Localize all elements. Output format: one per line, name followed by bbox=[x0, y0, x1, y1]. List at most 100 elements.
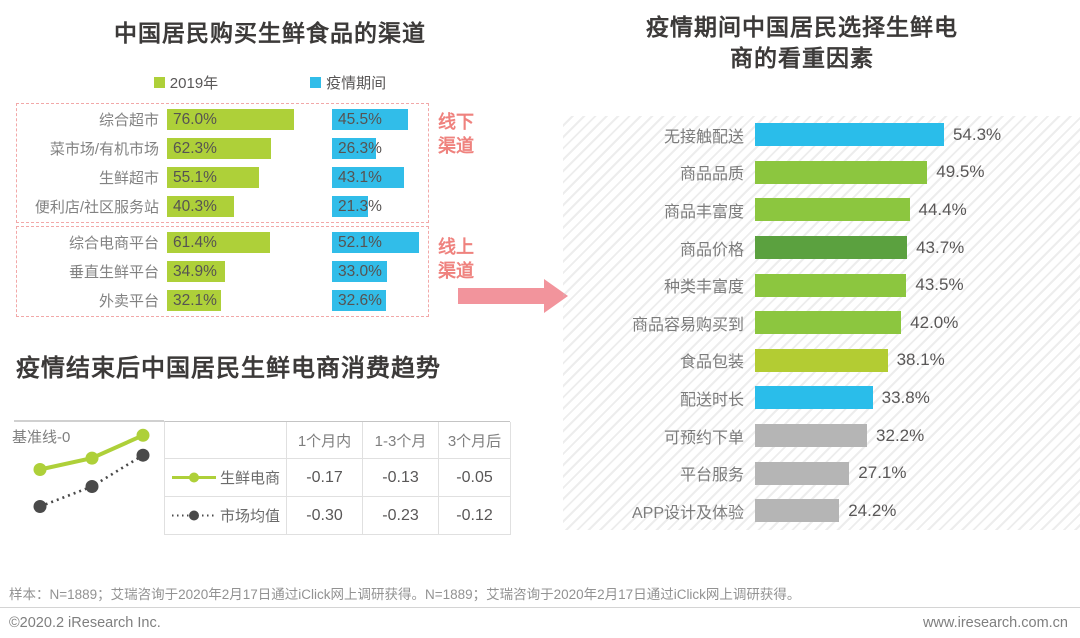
bar-2019 bbox=[167, 138, 272, 159]
channel-row: 垂直生鲜平台 34.9% 33.0% bbox=[17, 257, 428, 286]
bar-zone-covid: 26.3% bbox=[332, 138, 428, 159]
trend-series-group bbox=[33, 428, 150, 513]
factor-value: 27.1% bbox=[858, 463, 907, 483]
bar-2019-value: 40.3% bbox=[173, 198, 217, 215]
purchase-channels-chart: 综合超市 76.0% 45.5% 菜市场/有机市场 62.3% 26.3% 生鲜超市 55.1… bbox=[16, 103, 429, 320]
online-channels-group: 综合电商平台 61.4% 52.1% 垂直生鲜平台 34.9% 33.0% 外卖平台 32.1… bbox=[16, 226, 429, 317]
website-text: www.iresearch.com.cn bbox=[922, 615, 1068, 631]
factor-label: 平台服务 bbox=[679, 467, 744, 485]
factor-value: 33.8% bbox=[881, 387, 930, 407]
arrow-right-icon bbox=[458, 279, 568, 313]
bar-covid bbox=[332, 167, 404, 188]
purchase-channels-title: 中国居民购买生鲜食品的渠道 bbox=[114, 20, 426, 46]
channel-label: 菜市场/有机市场 bbox=[49, 141, 159, 158]
factor-label: 无接触配送 bbox=[663, 128, 744, 146]
channel-label: 综合超市 bbox=[98, 112, 159, 129]
factor-bar bbox=[755, 273, 907, 297]
table-header-cell: 1个月内 bbox=[287, 422, 363, 459]
factor-bar bbox=[755, 198, 910, 222]
factor-value: 43.7% bbox=[916, 237, 965, 257]
channel-row: 外卖平台 32.1% 32.6% bbox=[17, 286, 428, 315]
trend-line-chart: 基准线-0 bbox=[12, 420, 164, 513]
channel-row: 综合超市 76.0% 45.5% bbox=[17, 105, 428, 134]
factor-row: 无接触配送 54.3% bbox=[563, 116, 1080, 154]
factor-row: 商品容易购买到 42.0% bbox=[563, 304, 1080, 342]
bar-covid-value: 33.0% bbox=[338, 263, 382, 280]
channel-row: 生鲜超市 55.1% 43.1% bbox=[17, 163, 428, 192]
trend-data-point bbox=[136, 428, 150, 442]
legend-swatch-2019-icon bbox=[153, 77, 165, 88]
offline-channels-label: 线下渠道 bbox=[438, 112, 474, 157]
table-value-cell: -0.05 bbox=[439, 459, 511, 497]
bar-2019-value: 61.4% bbox=[173, 234, 217, 251]
factor-label: 商品品质 bbox=[679, 166, 744, 184]
trend-data-point bbox=[33, 500, 47, 513]
dotted-line-marker-icon bbox=[171, 510, 216, 521]
purchase-channels-legend: 2019年 疫情期间 bbox=[0, 72, 540, 93]
factor-bar bbox=[755, 386, 873, 410]
factor-row: 商品丰富度 44.4% bbox=[563, 191, 1080, 229]
bar-covid bbox=[332, 109, 408, 130]
channel-label: 外卖平台 bbox=[98, 293, 159, 310]
bar-zone-covid: 45.5% bbox=[332, 109, 428, 130]
bar-covid-value: 26.3% bbox=[338, 140, 382, 157]
bar-covid-value: 45.5% bbox=[338, 111, 382, 128]
factor-label: 商品丰富度 bbox=[663, 203, 744, 221]
table-corner-cell bbox=[165, 422, 287, 459]
sample-note: 样本：N=1889；艾瑞咨询于2020年2月17日通过iClick网上调研获得。… bbox=[9, 587, 801, 602]
bar-zone-2019: 76.0% bbox=[167, 109, 332, 130]
bar-zone-2019: 62.3% bbox=[167, 138, 332, 159]
table-value-cell: -0.12 bbox=[439, 497, 511, 535]
factor-value: 24.2% bbox=[848, 500, 897, 520]
bar-2019 bbox=[167, 232, 270, 253]
solid-line-marker-icon bbox=[171, 472, 216, 483]
bar-zone-covid: 52.1% bbox=[332, 232, 428, 253]
factor-value: 42.0% bbox=[910, 312, 959, 332]
bar-2019 bbox=[167, 290, 221, 311]
table-value-cell: -0.30 bbox=[287, 497, 363, 535]
arrow-shaft bbox=[458, 288, 544, 304]
bar-2019 bbox=[167, 167, 260, 188]
bar-covid-value: 32.6% bbox=[338, 292, 382, 309]
factor-bar bbox=[755, 123, 944, 147]
ecommerce-factors-title-text: 疫情期间中国居民选择生鲜电商的看重因素 bbox=[646, 14, 958, 72]
bar-2019 bbox=[167, 261, 226, 282]
bar-zone-2019: 32.1% bbox=[167, 290, 332, 311]
table-value-cell: -0.17 bbox=[287, 459, 363, 497]
trend-data-point bbox=[33, 463, 47, 476]
factor-label: 可预约下单 bbox=[663, 429, 744, 447]
bar-zone-2019: 40.3% bbox=[167, 196, 332, 217]
channel-row: 菜市场/有机市场 62.3% 26.3% bbox=[17, 134, 428, 163]
baseline-label: 基准线-0 bbox=[12, 429, 70, 446]
table-value-cell: -0.13 bbox=[363, 459, 439, 497]
table-header-cell: 3个月后 bbox=[439, 422, 511, 459]
online-channels-label: 线上渠道 bbox=[438, 237, 474, 282]
factor-label: 商品容易购买到 bbox=[631, 316, 744, 334]
post-pandemic-trend-title: 疫情结束后中国居民生鲜电商消费趋势 bbox=[16, 355, 441, 382]
bar-zone-covid: 33.0% bbox=[332, 261, 428, 282]
trend-table: 1个月内 1-3个月 3个月后 生鲜电商 -0.17 -0.13 -0.05 市场均值 -0.3… bbox=[164, 421, 511, 535]
channel-row: 综合电商平台 61.4% 52.1% bbox=[17, 228, 428, 257]
bar-covid bbox=[332, 196, 368, 217]
factor-row: 食品包装 38.1% bbox=[563, 342, 1080, 380]
factor-bar bbox=[755, 348, 888, 372]
bar-zone-2019: 34.9% bbox=[167, 261, 332, 282]
bar-2019-value: 34.9% bbox=[173, 263, 217, 280]
factor-value: 44.4% bbox=[918, 199, 967, 219]
channel-label: 综合电商平台 bbox=[68, 235, 159, 252]
bar-2019-value: 76.0% bbox=[173, 111, 217, 128]
factor-label: 配送时长 bbox=[679, 391, 744, 409]
offline-channels-group: 综合超市 76.0% 45.5% 菜市场/有机市场 62.3% 26.3% 生鲜超市 55.1… bbox=[16, 103, 429, 223]
bar-2019 bbox=[167, 109, 294, 130]
factor-label: 商品价格 bbox=[679, 241, 744, 259]
legend-swatch-covid-icon bbox=[310, 77, 322, 88]
channel-row: 便利店/社区服务站 40.3% 21.3% bbox=[17, 192, 428, 221]
legend-item-2019: 2019年 bbox=[153, 72, 218, 93]
factor-row: APP设计及体验 24.2% bbox=[563, 492, 1080, 530]
factor-value: 32.2% bbox=[876, 425, 925, 445]
bar-2019-value: 55.1% bbox=[173, 169, 217, 186]
bar-covid-value: 21.3% bbox=[338, 198, 382, 215]
channel-label: 垂直生鲜平台 bbox=[68, 264, 159, 281]
factor-value: 38.1% bbox=[896, 350, 945, 370]
